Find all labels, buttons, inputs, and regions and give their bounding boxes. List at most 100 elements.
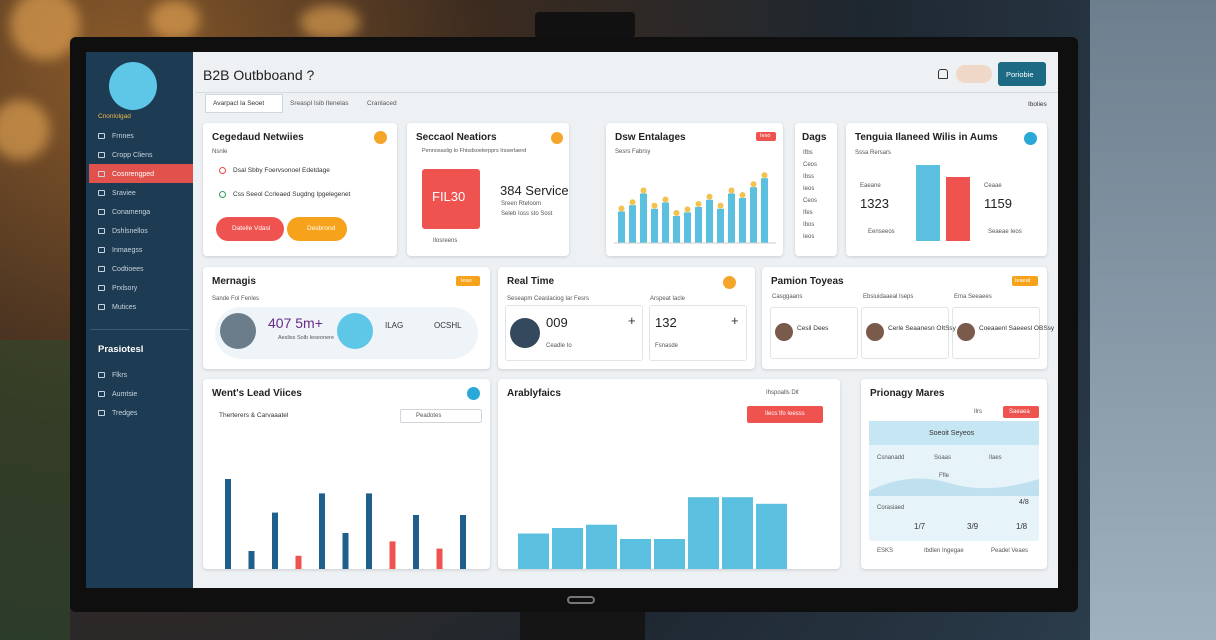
marker bbox=[618, 205, 625, 212]
button-label: Dateile Vdasl bbox=[232, 225, 271, 232]
marker bbox=[717, 202, 724, 209]
tag: Ieao bbox=[456, 276, 480, 286]
bar bbox=[640, 193, 647, 243]
nav-icon bbox=[98, 171, 105, 177]
bar bbox=[342, 533, 349, 569]
person-name: Cesil Dees bbox=[797, 325, 829, 332]
footer: ESKS bbox=[877, 548, 894, 554]
column-label: Ema Seeaees bbox=[954, 294, 992, 300]
note: Fsnasde bbox=[655, 343, 679, 349]
list-item: Ifbs bbox=[803, 150, 813, 156]
marker bbox=[750, 181, 757, 188]
bullet: Seleb Ioss sto Sost bbox=[501, 211, 553, 217]
nav-item[interactable]: Sraviee bbox=[112, 190, 136, 197]
bar bbox=[662, 202, 669, 243]
page-title: B2B Outbboand ? bbox=[203, 67, 315, 83]
card-title: Dsw Entalages bbox=[615, 132, 686, 143]
bar bbox=[389, 541, 396, 569]
bar bbox=[295, 555, 302, 569]
card-title: Real Time bbox=[507, 276, 555, 287]
nav-item[interactable]: Codtioees bbox=[112, 266, 144, 273]
marker bbox=[684, 206, 691, 213]
aside: Arspeat Iacle bbox=[650, 296, 686, 302]
header-rule bbox=[195, 92, 1058, 93]
tab[interactable]: Cranlaced bbox=[367, 100, 397, 107]
bar bbox=[756, 503, 787, 569]
bar bbox=[688, 497, 719, 569]
panel-title: Soeoit Seyeos bbox=[929, 430, 975, 437]
bar bbox=[586, 524, 617, 569]
badge-icon bbox=[374, 131, 387, 144]
bar bbox=[436, 548, 443, 569]
list-item: Ifes bbox=[803, 210, 813, 216]
section-title: Prasiotesl bbox=[98, 344, 144, 355]
panel-header bbox=[869, 421, 1039, 445]
nav-icon bbox=[98, 152, 105, 158]
marker bbox=[651, 202, 658, 209]
bokeh bbox=[10, 0, 80, 60]
nav-item[interactable]: Tredges bbox=[112, 410, 138, 417]
filter[interactable]: Ibolies bbox=[1028, 101, 1047, 108]
nav-item[interactable]: Conamenga bbox=[112, 209, 151, 216]
nav-icon bbox=[98, 247, 105, 253]
bar bbox=[552, 528, 583, 569]
add-icon[interactable]: + bbox=[731, 313, 739, 328]
nav-active bbox=[89, 164, 193, 183]
webcam bbox=[535, 12, 635, 38]
metric-box: FIL30 bbox=[422, 169, 480, 229]
bar bbox=[728, 193, 735, 243]
label: Csnanadd bbox=[877, 455, 905, 461]
bar bbox=[225, 479, 231, 569]
bullet: Sreen Rteloom bbox=[501, 201, 542, 207]
nav-item[interactable]: Cropp Cliens bbox=[112, 152, 153, 159]
marker bbox=[728, 187, 735, 194]
bar bbox=[654, 539, 685, 569]
plant bbox=[0, 340, 70, 640]
tab-active[interactable] bbox=[205, 94, 283, 113]
subtitle: Sssa Rersars bbox=[855, 150, 892, 156]
avatar bbox=[109, 62, 157, 110]
column-label: Casggaans bbox=[772, 294, 803, 300]
analytics-card: Arablyfaics Ihspoalls Dlt Ilecs Ifo Iees… bbox=[498, 379, 840, 569]
nav-item[interactable]: Frnnes bbox=[112, 133, 134, 140]
nav-item[interactable]: Prxlsory bbox=[112, 285, 138, 292]
bar-chart bbox=[614, 172, 776, 244]
people-card: Pamion Toyeas Ieaeat Casggaans Cesil Dees… bbox=[762, 267, 1054, 369]
campaign-card: Cegedaud Netwiies Nsnle Dsal Sbby Foervs… bbox=[203, 123, 397, 256]
card-title: Tenguia Ilaneed Wilis in Aums bbox=[855, 132, 998, 143]
add-icon[interactable]: + bbox=[628, 313, 636, 328]
tab[interactable]: Avarpacl Ia Seoet bbox=[213, 100, 265, 107]
value: 1/8 bbox=[1016, 522, 1028, 531]
label: Soaas bbox=[934, 455, 952, 461]
nav-icon bbox=[98, 190, 105, 196]
info-icon bbox=[1024, 132, 1037, 145]
dot bbox=[219, 167, 226, 174]
bokeh bbox=[150, 0, 200, 40]
button[interactable]: Dateile Vdasl bbox=[216, 217, 284, 241]
dropdown[interactable]: Peadotes bbox=[400, 409, 482, 423]
filter[interactable]: Ilrs bbox=[974, 409, 982, 415]
nav-item[interactable]: Aumtsie bbox=[112, 391, 138, 398]
primary-card: Prionagy Mares Ilrs Saeaea Soeoit Seyeos… bbox=[861, 379, 1047, 569]
button[interactable]: Desbrond bbox=[287, 217, 347, 241]
nav-item[interactable]: Cosnrengped bbox=[112, 171, 155, 178]
badge-icon bbox=[551, 132, 563, 144]
tab[interactable]: Sreaspl Isib Itenelas bbox=[290, 100, 349, 107]
bar-chart: AeabseFsb IfsAS IensCTIesaseIderesIeeeds bbox=[518, 497, 787, 569]
nav-item[interactable]: Flkrs bbox=[112, 372, 128, 379]
profile[interactable] bbox=[956, 65, 992, 83]
nav-item[interactable]: Inmaegss bbox=[112, 247, 143, 254]
bar bbox=[248, 551, 255, 569]
tag-label: Ieao bbox=[461, 278, 472, 284]
nav-item[interactable]: Mutices bbox=[112, 304, 137, 311]
primary-button[interactable]: Poriobie bbox=[998, 62, 1046, 86]
button[interactable]: Ilecs Ifo Ieesss bbox=[747, 406, 823, 423]
button[interactable]: Saeaea bbox=[1003, 406, 1039, 418]
marker bbox=[629, 199, 636, 206]
bell-icon[interactable] bbox=[938, 69, 948, 79]
bar bbox=[413, 515, 419, 569]
nav-item[interactable]: Dshlsnellos bbox=[112, 228, 148, 235]
subtitle: Seseapm Ceaslaciog Iar Fesrs bbox=[507, 296, 590, 302]
bar bbox=[750, 187, 757, 243]
